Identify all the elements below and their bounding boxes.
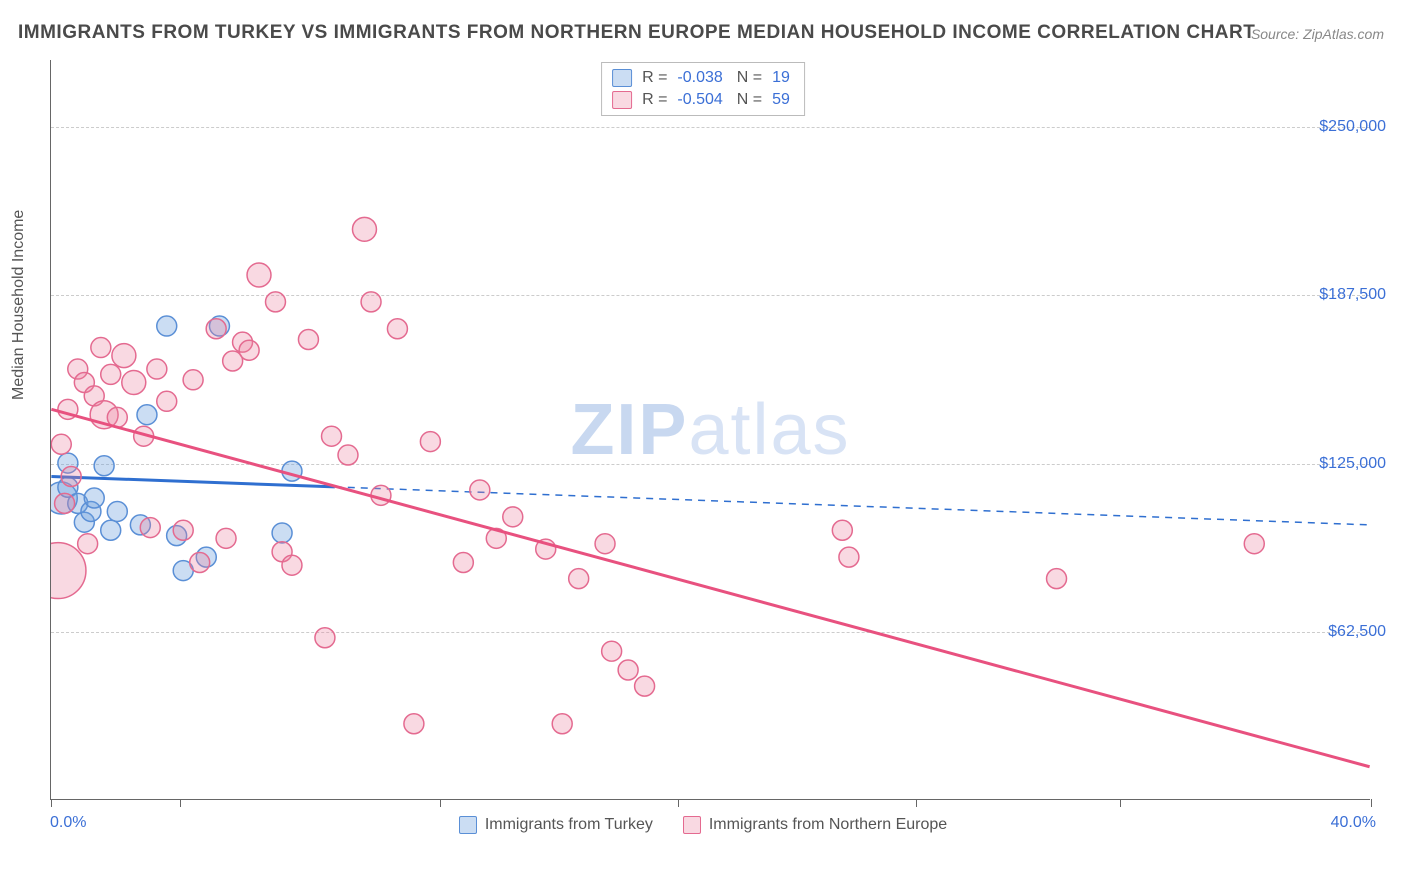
- stat-r-label: R =: [642, 69, 667, 87]
- data-point: [247, 263, 271, 287]
- data-point: [147, 359, 167, 379]
- stat-r-value: -0.038: [677, 69, 722, 87]
- data-point: [635, 676, 655, 696]
- legend-label: Immigrants from Turkey: [485, 816, 653, 834]
- stat-n-value: 59: [772, 91, 790, 109]
- legend-item: Immigrants from Turkey: [459, 816, 653, 834]
- data-point: [101, 520, 121, 540]
- legend-swatch: [612, 69, 632, 87]
- chart-svg: [51, 60, 1370, 799]
- legend-swatch: [612, 91, 632, 109]
- data-point: [361, 292, 381, 312]
- x-tick: [1120, 799, 1121, 807]
- data-point: [216, 528, 236, 548]
- data-point: [94, 456, 114, 476]
- data-point: [137, 405, 157, 425]
- data-point: [107, 501, 127, 521]
- data-point: [190, 553, 210, 573]
- data-point: [55, 493, 75, 513]
- data-point: [282, 555, 302, 575]
- legend-label: Immigrants from Northern Europe: [709, 816, 947, 834]
- stat-r-value: -0.504: [677, 91, 722, 109]
- data-point: [272, 523, 292, 543]
- data-point: [61, 467, 81, 487]
- data-point: [91, 338, 111, 358]
- stat-n-label: N =: [737, 91, 762, 109]
- data-point: [595, 534, 615, 554]
- data-point: [552, 714, 572, 734]
- data-point: [78, 534, 98, 554]
- x-tick: [180, 799, 181, 807]
- legend-swatch: [459, 816, 477, 834]
- stats-legend-row: R = -0.038 N = 19: [612, 67, 794, 89]
- data-point: [298, 329, 318, 349]
- data-point: [503, 507, 523, 527]
- data-point: [84, 488, 104, 508]
- data-point: [453, 553, 473, 573]
- data-point: [101, 364, 121, 384]
- stat-n-label: N =: [737, 69, 762, 87]
- stat-n-value: 19: [772, 69, 790, 87]
- data-point: [157, 316, 177, 336]
- chart-title: IMMIGRANTS FROM TURKEY VS IMMIGRANTS FRO…: [18, 22, 1255, 44]
- data-point: [173, 520, 193, 540]
- data-point: [1244, 534, 1264, 554]
- data-point: [839, 547, 859, 567]
- x-tick: [440, 799, 441, 807]
- data-point: [112, 344, 136, 368]
- data-point: [404, 714, 424, 734]
- data-point: [602, 641, 622, 661]
- data-point: [266, 292, 286, 312]
- data-point: [122, 370, 146, 394]
- data-point: [352, 217, 376, 241]
- data-point: [322, 426, 342, 446]
- legend-swatch: [683, 816, 701, 834]
- data-point: [239, 340, 259, 360]
- data-point: [618, 660, 638, 680]
- x-tick: [678, 799, 679, 807]
- data-point: [206, 319, 226, 339]
- data-point: [51, 434, 71, 454]
- legend-item: Immigrants from Northern Europe: [683, 816, 947, 834]
- data-point: [183, 370, 203, 390]
- x-tick: [51, 799, 52, 807]
- data-point: [832, 520, 852, 540]
- series-legend: Immigrants from Turkey Immigrants from N…: [0, 816, 1406, 834]
- data-point: [470, 480, 490, 500]
- x-tick: [1371, 799, 1372, 807]
- stat-r-label: R =: [642, 91, 667, 109]
- data-point: [157, 391, 177, 411]
- data-point: [420, 432, 440, 452]
- data-point: [387, 319, 407, 339]
- trend-line: [51, 409, 1369, 766]
- x-tick: [916, 799, 917, 807]
- data-point: [1047, 569, 1067, 589]
- data-point: [338, 445, 358, 465]
- y-axis-label: Median Household Income: [10, 210, 28, 400]
- source-label: Source: ZipAtlas.com: [1251, 26, 1384, 42]
- stats-legend: R = -0.038 N = 19 R = -0.504 N = 59: [601, 62, 805, 116]
- data-point: [569, 569, 589, 589]
- plot-area: ZIPatlas: [50, 60, 1370, 800]
- data-point: [140, 518, 160, 538]
- data-point: [315, 628, 335, 648]
- stats-legend-row: R = -0.504 N = 59: [612, 89, 794, 111]
